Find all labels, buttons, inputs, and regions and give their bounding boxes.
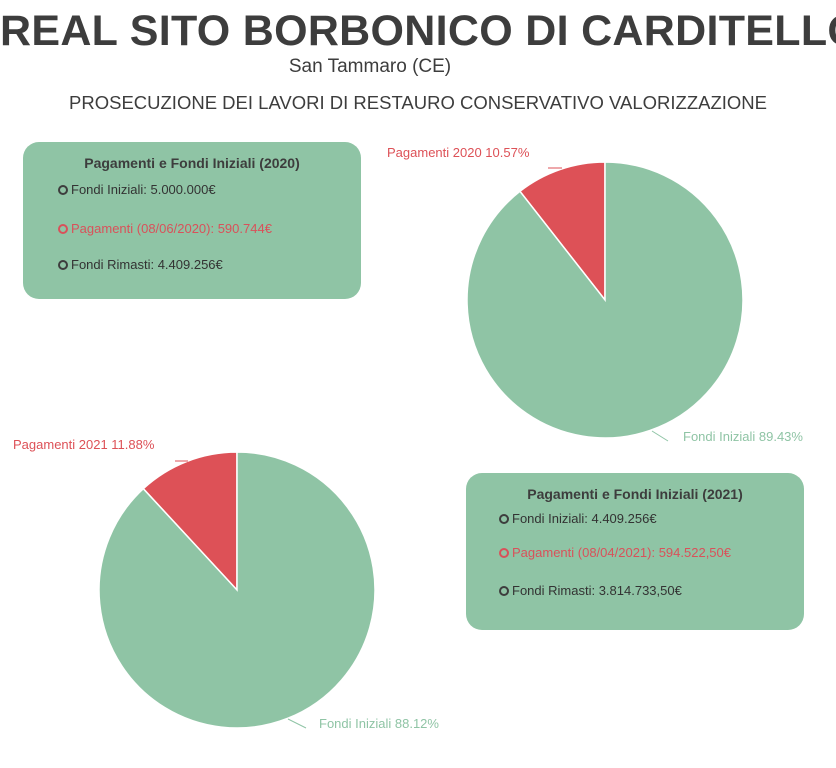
info-item-label: Pagamenti (08/04/2021): 594.522,50€ [512,545,732,560]
circle-bullet-icon [58,184,68,195]
page-subtitle: San Tammaro (CE) [288,56,452,77]
info-box-title: Pagamenti e Fondi Iniziali (2020) [84,155,300,171]
info-item-pagamenti: Pagamenti (08/06/2020): 590.744€ [58,221,272,236]
info-item-fondi-rimasti: Fondi Rimasti: 4.409.256€ [58,257,223,272]
pie-slice-pagamenti [142,451,238,592]
data-label-pagamenti: Pagamenti 2020 10.57% [387,145,530,160]
info-item-fondi-rimasti: Fondi Rimasti: 3.814.733,50€ [499,583,682,598]
circle-bullet-icon [58,223,68,234]
leader-line [651,430,669,442]
info-item-label: Fondi Rimasti: 4.409.256€ [71,257,223,272]
leader-line [287,718,307,729]
page-heading: PROSECUZIONE DEI LAVORI DI RESTAURO CONS… [69,92,767,113]
data-label-pagamenti: Pagamenti 2021 11.88% [13,437,155,452]
circle-bullet-icon [58,259,68,270]
info-box-2021: Pagamenti e Fondi Iniziali (2021) Fondi … [466,473,804,630]
info-box-title: Pagamenti e Fondi Iniziali (2021) [527,486,743,502]
info-box-2020: Pagamenti e Fondi Iniziali (2020) Fondi … [23,142,361,299]
pie-slice-fondi-iniziali [98,451,376,729]
info-item-label: Fondi Rimasti: 3.814.733,50€ [512,583,682,598]
data-label-fondi-iniziali: Fondi Iniziali 89.43% [683,429,803,444]
pie-slice-fondi-iniziali [466,161,744,439]
circle-bullet-icon [499,513,509,524]
circle-bullet-icon [499,585,509,596]
pie-slice-pagamenti [518,161,606,303]
page-title: REAL SITO BORBONICO DI CARDITELLO [0,7,836,55]
info-item-label: Pagamenti (08/06/2020): 590.744€ [71,221,272,236]
info-item-fondi-iniziali: Fondi Iniziali: 4.409.256€ [499,511,657,526]
info-item-pagamenti: Pagamenti (08/04/2021): 594.522,50€ [499,545,731,560]
info-item-label: Fondi Iniziali: 5.000.000€ [71,182,216,197]
circle-bullet-icon [499,547,509,558]
info-item-label: Fondi Iniziali: 4.409.256€ [512,511,657,526]
data-label-fondi-iniziali: Fondi Iniziali 88.12% [319,716,439,731]
info-item-fondi-iniziali: Fondi Iniziali: 5.000.000€ [58,182,216,197]
